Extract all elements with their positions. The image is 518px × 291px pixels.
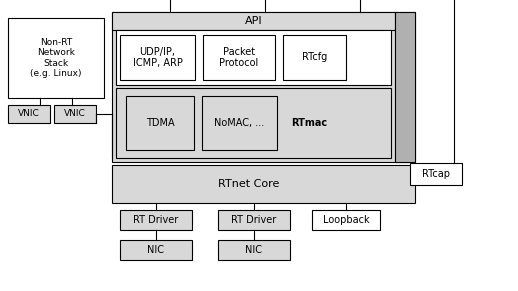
Text: NoMAC, ...: NoMAC, ...	[214, 118, 265, 128]
Text: Packet
Protocol: Packet Protocol	[220, 47, 258, 68]
Bar	[203, 35, 275, 80]
Text: RTcap: RTcap	[422, 169, 450, 179]
Bar	[283, 35, 346, 80]
Text: RT Driver: RT Driver	[232, 215, 277, 225]
Bar	[126, 96, 194, 150]
Bar	[112, 165, 415, 203]
Text: RT Driver: RT Driver	[133, 215, 179, 225]
Bar	[395, 12, 415, 162]
Text: VNIC: VNIC	[64, 109, 86, 118]
Bar	[8, 105, 50, 123]
Bar	[116, 88, 391, 158]
Bar	[120, 240, 192, 260]
Bar	[120, 35, 195, 80]
Bar	[218, 210, 290, 230]
Text: NIC: NIC	[246, 245, 263, 255]
Text: Loopback: Loopback	[323, 215, 369, 225]
Text: VNIC: VNIC	[18, 109, 40, 118]
Bar	[410, 163, 462, 185]
Text: Non-RT
Network
Stack
(e.g. Linux): Non-RT Network Stack (e.g. Linux)	[30, 38, 82, 78]
Text: RTmac: RTmac	[291, 118, 327, 128]
Bar	[312, 210, 380, 230]
Bar	[218, 240, 290, 260]
Text: UDP/IP,
ICMP, ARP: UDP/IP, ICMP, ARP	[133, 47, 182, 68]
Text: TDMA: TDMA	[146, 118, 175, 128]
Bar	[112, 12, 415, 162]
Bar	[116, 30, 391, 85]
Text: RTcfg: RTcfg	[302, 52, 327, 63]
Text: API: API	[244, 16, 262, 26]
Text: RTnet Core: RTnet Core	[218, 179, 279, 189]
Bar	[112, 12, 395, 30]
Bar	[8, 18, 104, 98]
Bar	[120, 210, 192, 230]
Text: NIC: NIC	[148, 245, 165, 255]
Bar	[54, 105, 96, 123]
Bar	[202, 96, 277, 150]
